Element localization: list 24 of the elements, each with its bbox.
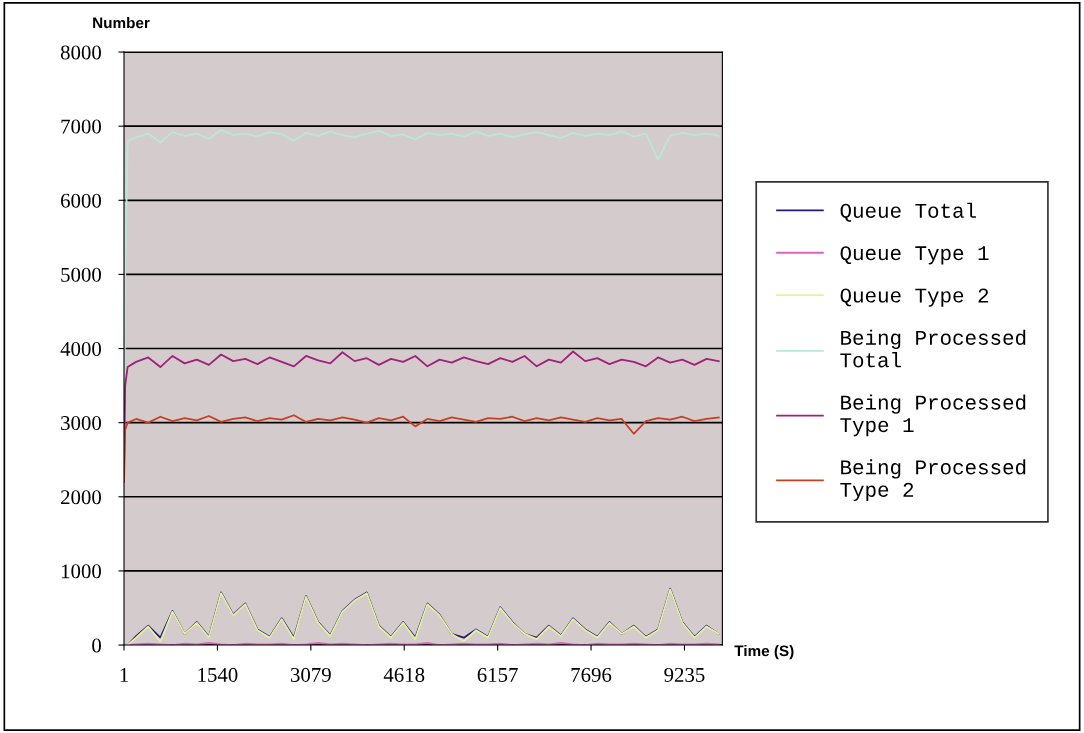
x-tick-label: 1	[120, 667, 128, 682]
x-tick-label: 6157	[477, 667, 518, 682]
legend-label: Queue Type 2	[840, 288, 989, 307]
y-tick-label: 5000	[61, 267, 101, 282]
legend-label: Being Processed Total	[840, 329, 1026, 368]
y-tick-label: 3000	[61, 416, 101, 431]
x-tick-label: 1540	[198, 667, 238, 682]
legend-label: Being Processed Type 2	[840, 459, 1026, 502]
y-tick-label: 8000	[60, 45, 101, 60]
legend-label: Queue Total	[840, 202, 976, 222]
y-tick-label: 6000	[61, 193, 101, 208]
y-tick-label: 7000	[61, 119, 101, 134]
y-tick-label: 4000	[60, 341, 101, 356]
y-tick-label: 2000	[61, 490, 101, 505]
x-tick-label: 4618	[383, 667, 425, 682]
x-tick-label: 9235	[664, 667, 705, 682]
x-tick-label: 3079	[290, 667, 331, 682]
x-axis-title: Time (S)	[734, 645, 794, 660]
y-tick-label: 1000	[61, 564, 101, 579]
legend-label: Queue Type 1	[840, 246, 989, 265]
x-tick-label: 7696	[571, 667, 612, 682]
y-tick-label: 0	[92, 638, 101, 653]
legend-label: Being Processed Type 1	[840, 394, 1026, 437]
y-axis-title: Number	[93, 17, 150, 29]
